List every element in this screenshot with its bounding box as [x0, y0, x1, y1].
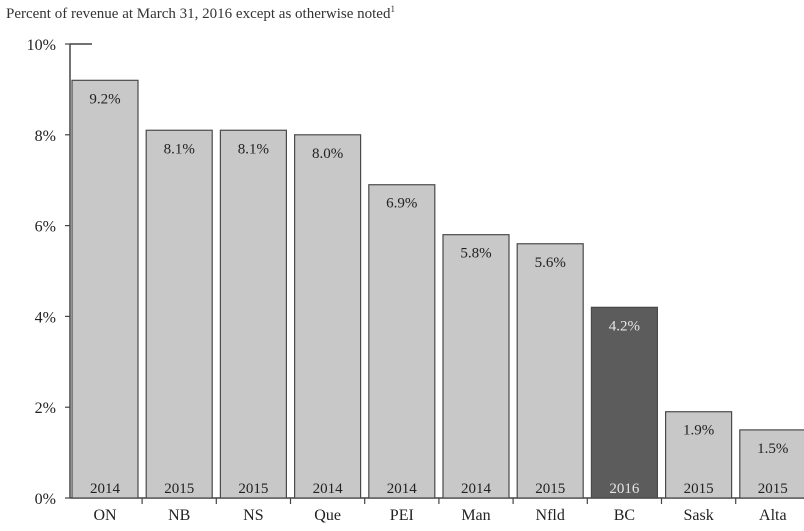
- x-tick-label: NB: [168, 507, 190, 524]
- bar-que: [294, 134, 362, 499]
- y-tick-label: 0%: [35, 491, 56, 508]
- bar-year-label: 2014: [387, 481, 418, 497]
- x-tick-label: Man: [461, 507, 490, 524]
- x-tick-label: PEI: [390, 507, 414, 524]
- x-tick-label: Sask: [683, 507, 713, 524]
- chart-title-text: Percent of revenue at March 31, 2016 exc…: [6, 6, 391, 22]
- bar-sask: [664, 411, 733, 499]
- bar-nfld: [516, 243, 584, 499]
- x-tick-label: Que: [314, 507, 341, 524]
- y-tick-label: 4%: [35, 309, 56, 326]
- bar-year-label: 2014: [313, 481, 344, 497]
- bar-value-label: 9.2%: [89, 91, 120, 107]
- bar-nb: [145, 129, 213, 499]
- bar-year-label: 2015: [758, 481, 788, 497]
- x-tick-label: Nfld: [536, 507, 565, 524]
- bar-year-label: 2014: [461, 481, 492, 497]
- bar-value-label: 8.1%: [164, 141, 195, 157]
- bar-value-label: 5.6%: [535, 255, 566, 271]
- bar-value-label: 1.5%: [757, 441, 788, 457]
- x-tick-label: NS: [243, 507, 263, 524]
- bar-year-label: 2015: [684, 481, 714, 497]
- chart-title-footnote-marker: 1: [390, 4, 395, 14]
- x-tick-label: BC: [614, 507, 635, 524]
- bar-value-label: 8.0%: [312, 146, 343, 162]
- bar-year-label: 2014: [90, 481, 121, 497]
- bar-year-label: 2015: [164, 481, 194, 497]
- bar-value-label: 1.9%: [683, 423, 714, 439]
- bar-ns: [219, 129, 287, 499]
- bar-year-label: 2015: [238, 481, 268, 497]
- bar-pei: [368, 184, 436, 499]
- y-tick-label: 6%: [35, 219, 56, 236]
- x-tick-label: Alta: [759, 507, 787, 524]
- bar-alta: [739, 429, 804, 499]
- bar-year-label: 2016: [609, 481, 640, 497]
- chart-title: Percent of revenue at March 31, 2016 exc…: [6, 4, 395, 23]
- bar-value-label: 4.2%: [609, 318, 640, 334]
- bar-value-label: 5.8%: [460, 246, 491, 262]
- bar-on: [71, 79, 139, 499]
- bar-value-label: 8.1%: [238, 141, 269, 157]
- bar-man: [442, 234, 510, 499]
- bar-year-label: 2015: [535, 481, 565, 497]
- y-tick-label: 10%: [27, 37, 56, 54]
- bar-bc: [590, 306, 659, 499]
- x-tick-label: ON: [93, 507, 117, 524]
- bar-value-label: 6.9%: [386, 196, 417, 212]
- y-tick-label: 2%: [35, 400, 56, 417]
- y-tick-label: 8%: [35, 128, 56, 145]
